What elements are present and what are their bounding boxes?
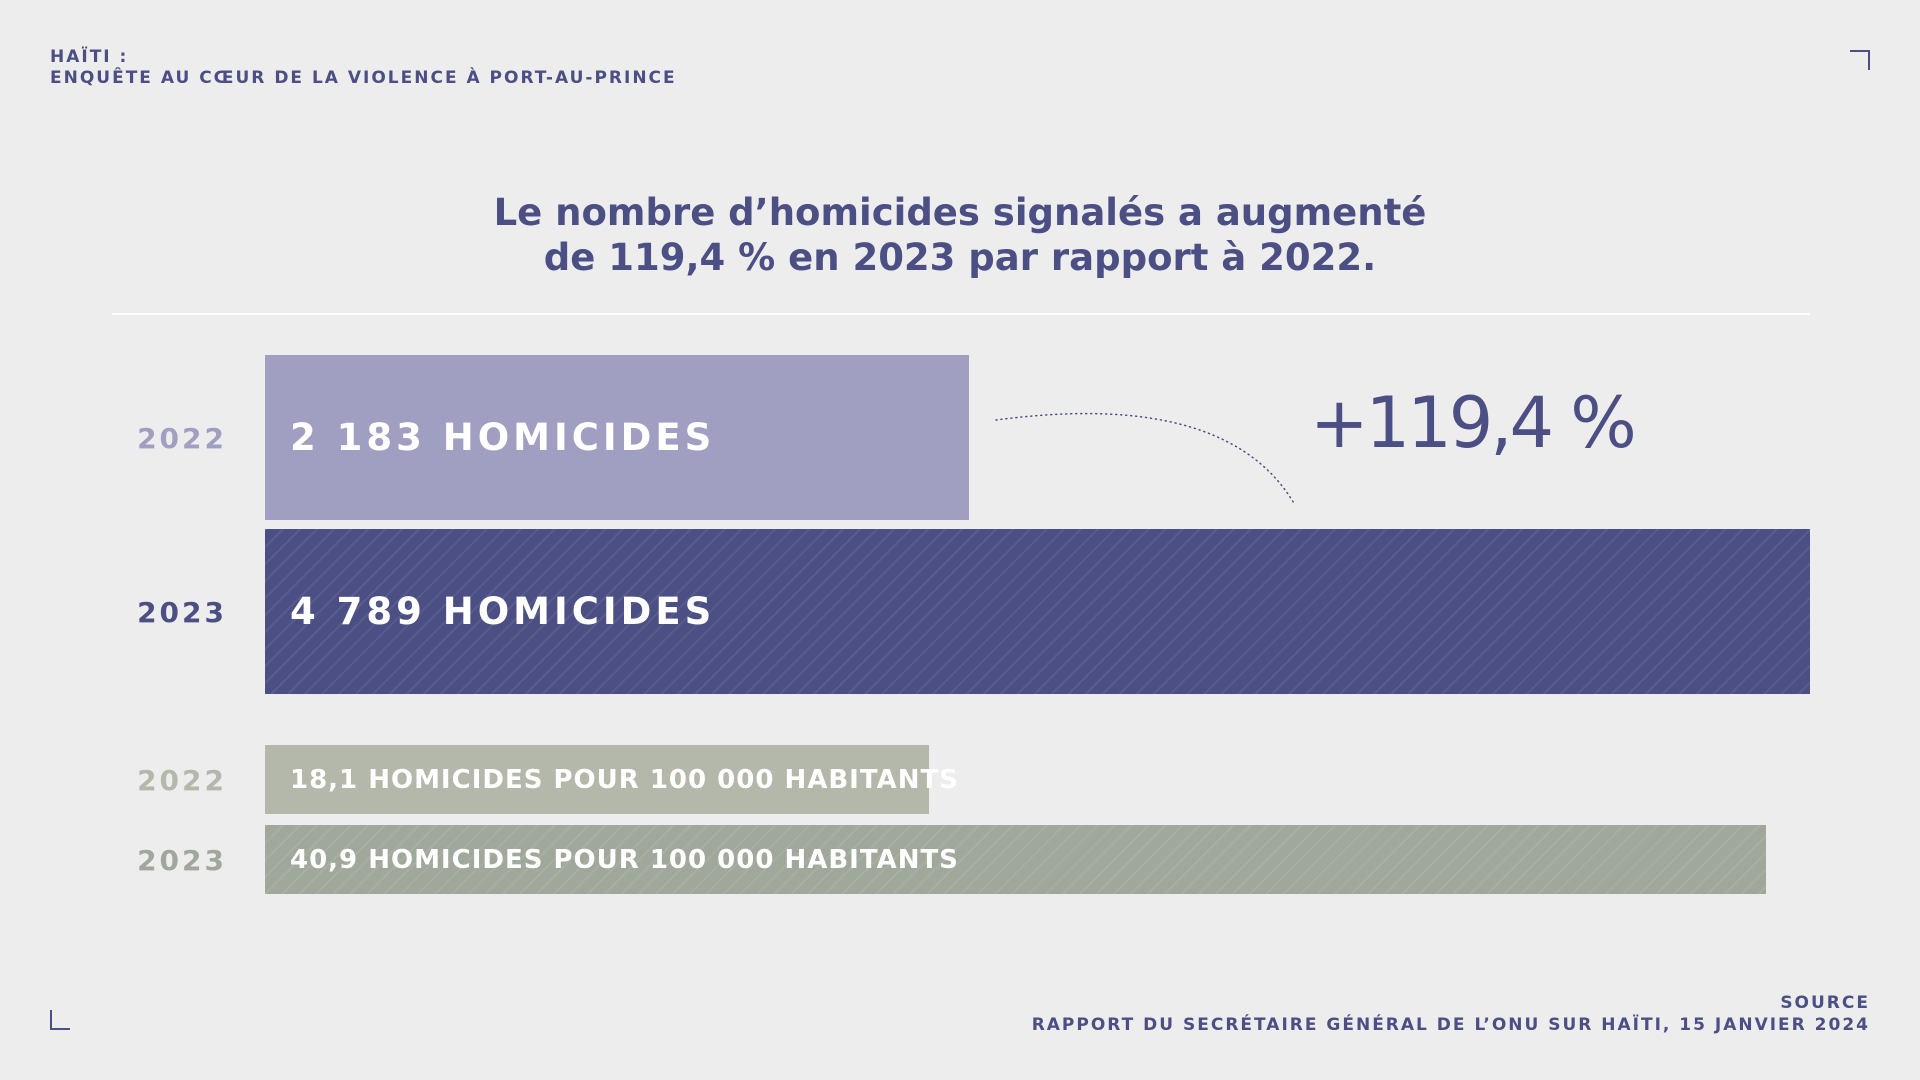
source-label: SOURCE (1780, 993, 1870, 1013)
bar-label-rate-2023: 40,9 HOMICIDES POUR 100 000 HABITANTS (290, 844, 959, 875)
chart-title-line-2: de 119,4 % en 2023 par rapport à 2022. (543, 236, 1377, 279)
corner-mark-bottom-left (50, 1010, 70, 1030)
bar-rate-2023: 40,9 HOMICIDES POUR 100 000 HABITANTS (265, 825, 1766, 894)
header-line-1: HAÏTI : (50, 47, 129, 67)
increase-arrow-arc (995, 412, 1296, 506)
source-block: SOURCE RAPPORT DU SECRÉTAIRE GÉNÉRAL DE … (1032, 992, 1870, 1036)
year-label-2022-homicides: 2022 (137, 422, 227, 455)
bar-label-rate-2022: 18,1 HOMICIDES POUR 100 000 HABITANTS (290, 764, 959, 795)
year-label-2023-homicides: 2023 (137, 596, 227, 629)
title-divider (112, 313, 1810, 315)
year-label-2022-rate: 2022 (137, 764, 227, 797)
chart-title: Le nombre d’homicides signalés a augment… (0, 190, 1920, 280)
report-header: HAÏTI : ENQUÊTE AU CŒUR DE LA VIOLENCE À… (50, 47, 677, 89)
year-label-2023-rate: 2023 (137, 844, 227, 877)
bar-homicides-2023: 4 789 HOMICIDES (265, 529, 1810, 694)
increase-percentage: +119,4 % (1310, 382, 1637, 464)
chart-title-line-1: Le nombre d’homicides signalés a augment… (493, 191, 1427, 234)
bar-label-homicides-2022: 2 183 HOMICIDES (290, 416, 716, 459)
source-text: RAPPORT DU SECRÉTAIRE GÉNÉRAL DE L’ONU S… (1031, 1015, 1870, 1035)
header-line-2: ENQUÊTE AU CŒUR DE LA VIOLENCE À PORT-AU… (50, 68, 677, 88)
bar-rate-2022: 18,1 HOMICIDES POUR 100 000 HABITANTS (265, 745, 958, 814)
bar-label-homicides-2023: 4 789 HOMICIDES (290, 590, 716, 633)
bar-homicides-2022: 2 183 HOMICIDES (265, 355, 970, 520)
corner-mark-top-right (1850, 50, 1870, 70)
